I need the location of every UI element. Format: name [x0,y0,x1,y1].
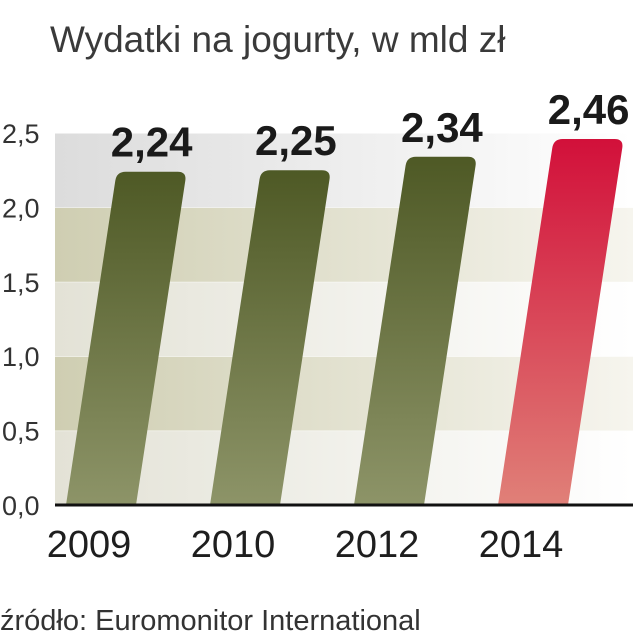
bar-2012 [354,156,476,506]
value-labels: 2,24 2,25 2,34 2,46 [111,86,630,166]
x-tick-label: 2014 [479,524,564,566]
y-tick-label: 2,0 [2,193,40,223]
value-label: 2,25 [255,117,337,164]
bar-2009 [66,171,186,506]
x-tick-label: 2009 [47,524,132,566]
bars [66,138,623,506]
x-axis-labels: 2009 2010 2012 2014 [47,524,564,566]
y-axis-labels: 0,0 0,5 1,0 1,5 2,0 2,5 [2,119,40,521]
y-tick-label: 0,0 [2,491,40,521]
bar-2014 [498,138,623,505]
y-tick-label: 0,5 [2,417,40,447]
source-note: źródło: Euromonitor International [0,605,421,637]
value-label: 2,34 [401,104,483,151]
bar-2010 [210,170,330,505]
x-tick-label: 2010 [191,524,276,566]
y-tick-label: 2,5 [2,119,40,149]
y-tick-label: 1,5 [2,268,40,298]
y-tick-label: 1,0 [2,342,40,372]
value-label: 2,24 [111,119,193,166]
chart-title: Wydatki na jogurty, w mld zł [50,19,505,60]
x-tick-label: 2012 [335,524,420,566]
value-label: 2,46 [548,86,630,133]
